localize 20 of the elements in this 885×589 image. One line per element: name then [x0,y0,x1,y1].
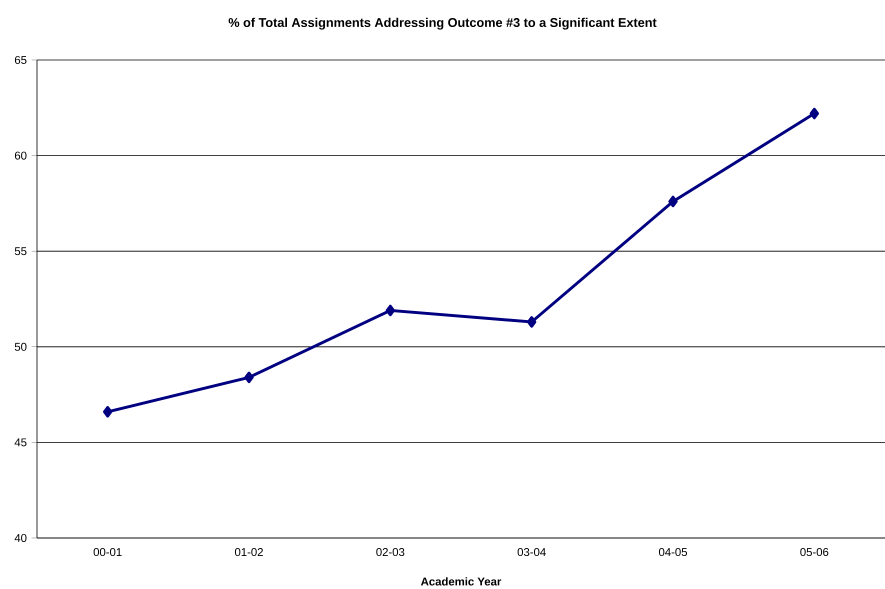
point [527,316,536,328]
y-tick-label: 50 [14,342,27,351]
y-tick-label: 60 [14,152,27,160]
x-tick-label: 05-06 [800,548,828,556]
point [386,304,396,316]
point [668,196,678,208]
x-tick-label: 00-01 [94,548,122,556]
point [810,108,820,120]
x-tick-label: 01-02 [234,548,263,556]
point [103,406,112,418]
y-tick-label: 40 [14,534,27,542]
y-tick-label: 45 [14,438,26,446]
x-axis-title: Academic Year [420,577,502,586]
x-tick-label: 03-04 [518,548,546,556]
y-tick-label: 65 [14,56,26,64]
x-tick-label: 04-05 [658,548,688,556]
chart-title: % of Total Assignments Addressing Outcome #3 to a Significant Extent [228,18,657,30]
x-tick-label: 02-03 [376,548,404,556]
y-tick-label: 55 [14,247,26,256]
point [244,372,254,384]
